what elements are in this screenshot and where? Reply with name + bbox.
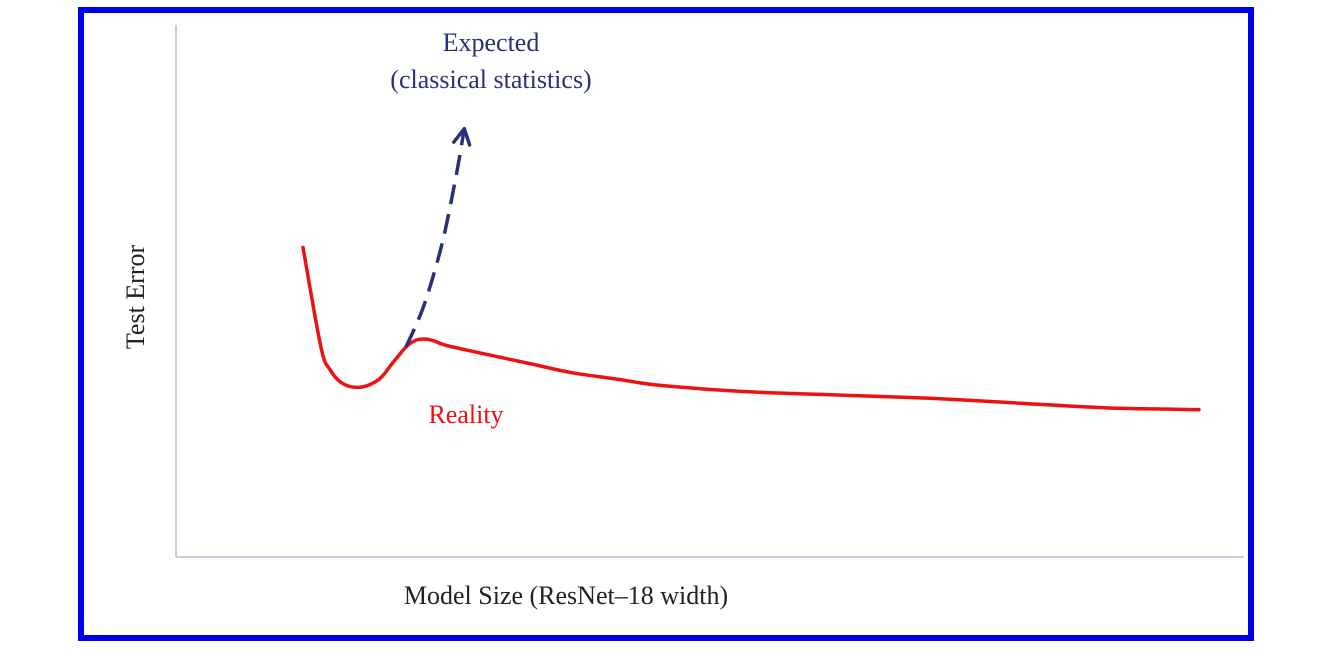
- figure-frame: Test Error Model Size (ResNet–18 width) …: [78, 7, 1254, 641]
- expected-series-line: [404, 128, 467, 348]
- reality-series-line: [301, 245, 1201, 412]
- series-layer: [301, 126, 1201, 412]
- double-descent-chart: Test Error Model Size (ResNet–18 width) …: [121, 25, 1244, 610]
- axes: [175, 25, 1244, 558]
- y-axis-label: Test Error: [121, 245, 150, 350]
- reality-label: Reality: [428, 400, 503, 429]
- x-axis-label: Model Size (ResNet–18 width): [404, 581, 728, 610]
- expected-label-line2: (classical statistics): [390, 65, 591, 94]
- expected-arrowhead: [452, 126, 472, 147]
- expected-label-line1: Expected: [443, 28, 540, 57]
